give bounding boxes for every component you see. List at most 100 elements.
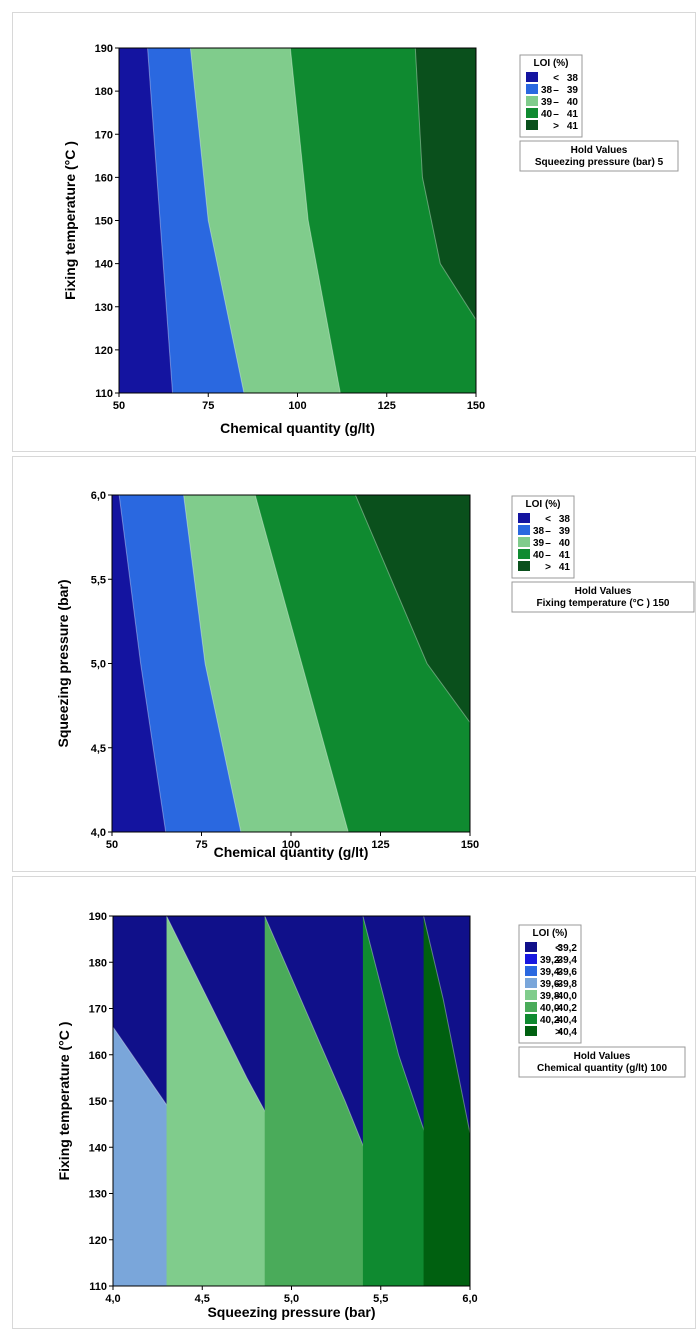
x-tick-label: 4,0	[105, 1293, 120, 1305]
legend-symbol: >	[553, 121, 559, 132]
legend-high: 40	[559, 538, 571, 549]
legend-title: LOI (%)	[526, 499, 561, 510]
x-tick-label: 75	[202, 400, 214, 412]
y-tick-label: 140	[95, 259, 113, 271]
legend: LOI (%)< 3838–3939–4040–41> 41	[520, 55, 582, 137]
legend-high: 40	[567, 97, 579, 108]
x-tick-label: 100	[288, 400, 306, 412]
contour-plot-1: 50 75 100 125 150 110 120 130 140 150 160 170 180 190…	[13, 13, 696, 453]
legend-low: 39	[533, 538, 545, 549]
legend-high: 38	[567, 73, 579, 84]
y-tick-label: 150	[95, 216, 113, 228]
contour-panel-temperature-vs-chemical: 50 75 100 125 150 110 120 130 140 150 160 170 180 190…	[12, 12, 696, 452]
legend-high: 39	[567, 85, 579, 96]
y-tick-label: 190	[95, 43, 113, 55]
x-tick-label: 6,0	[462, 1293, 477, 1305]
legend-high: 40,2	[558, 1003, 578, 1014]
contour-regions	[112, 493, 472, 834]
y-tick-label: 170	[95, 129, 113, 141]
hold-values-text: Squeezing pressure (bar) 5	[535, 157, 664, 168]
legend-high: 41	[567, 121, 579, 132]
legend-low: 38	[533, 526, 545, 537]
x-tick-label: 150	[461, 839, 479, 851]
x-tick-label: 125	[378, 400, 396, 412]
legend-swatch	[518, 549, 530, 559]
legend-symbol: –	[553, 109, 559, 120]
legend-high: 41	[559, 562, 571, 573]
contour-plot-3: 4,0 4,5 5,0 5,5 6,0 110 120 130 140 150 160 170 180 1…	[13, 877, 696, 1330]
y-axis-label: Squeezing pressure (bar)	[55, 579, 71, 747]
contour-regions	[119, 46, 478, 395]
hold-values-text: Chemical quantity (g/lt) 100	[537, 1063, 667, 1074]
legend-swatch	[518, 537, 530, 547]
y-tick-label: 130	[89, 1189, 107, 1201]
contour-panel-pressure-vs-chemical: 50 75 100 125 150 4,0 4,5 5,0 5,5 6,0 Chemical qua…	[12, 456, 696, 872]
x-tick-label: 50	[106, 839, 118, 851]
legend-swatch	[526, 96, 538, 106]
legend-swatch	[526, 120, 538, 130]
hold-values-title: Hold Values	[574, 1051, 631, 1062]
legend-swatch	[525, 1002, 537, 1012]
legend-symbol: >	[545, 562, 551, 573]
legend-swatch	[518, 561, 530, 571]
contour-panel-temperature-vs-pressure: 4,0 4,5 5,0 5,5 6,0 110 120 130 140 150 160 170 180 1…	[12, 876, 696, 1329]
legend-high: 39	[559, 526, 571, 537]
legend-swatch	[525, 990, 537, 1000]
y-tick-label: 110	[89, 1281, 107, 1293]
x-axis-label: Chemical quantity (g/lt)	[214, 844, 369, 860]
legend-high: 39,2	[558, 943, 578, 954]
x-tick-label: 75	[195, 839, 207, 851]
y-tick-label: 4,0	[91, 827, 106, 839]
x-axis-label: Chemical quantity (g/lt)	[220, 420, 375, 436]
y-tick-label: 4,5	[91, 743, 106, 755]
y-tick-label: 150	[89, 1096, 107, 1108]
legend-low: 39	[541, 97, 553, 108]
contour-plot-2: 50 75 100 125 150 4,0 4,5 5,0 5,5 6,0 Chemical qua…	[13, 457, 696, 873]
y-tick-label: 130	[95, 302, 113, 314]
legend-swatch	[526, 72, 538, 82]
legend-symbol: <	[553, 73, 559, 84]
legend-symbol: –	[553, 97, 559, 108]
legend-high: 40,4	[558, 1015, 578, 1026]
legend-swatch	[526, 108, 538, 118]
legend-swatch	[525, 942, 537, 952]
y-tick-label: 5,5	[91, 574, 106, 586]
y-tick-label: 180	[95, 86, 113, 98]
legend-swatch	[525, 1014, 537, 1024]
legend-symbol: <	[545, 514, 551, 525]
legend-high: 39,8	[558, 979, 578, 990]
legend: LOI (%)<39,239,2–39,439,4–39,639,6–39,83…	[519, 925, 581, 1043]
legend-high: 39,4	[558, 955, 578, 966]
legend-high: 38	[559, 514, 571, 525]
legend-high: 41	[559, 550, 571, 561]
hold-values: Hold ValuesChemical quantity (g/lt) 100	[519, 1047, 685, 1077]
x-axis-label: Squeezing pressure (bar)	[207, 1304, 375, 1320]
hold-values-text: Fixing temperature (°C ) 150	[537, 598, 670, 609]
y-tick-label: 120	[95, 345, 113, 357]
legend-symbol: –	[545, 526, 551, 537]
y-tick-label: 5,0	[91, 659, 106, 671]
y-tick-label: 160	[95, 172, 113, 184]
legend-high: 40,4	[558, 1027, 578, 1038]
y-tick-label: 180	[89, 957, 107, 969]
legend-low: 38	[541, 85, 553, 96]
contour-regions	[111, 914, 472, 1288]
legend-low: 40	[541, 109, 553, 120]
legend-low: 40	[533, 550, 545, 561]
y-tick-label: 120	[89, 1235, 107, 1247]
legend-swatch	[525, 966, 537, 976]
legend-swatch	[526, 84, 538, 94]
x-tick-label: 50	[113, 400, 125, 412]
legend-swatch	[525, 954, 537, 964]
legend-high: 40,0	[558, 991, 578, 1002]
y-axis-label: Fixing temperature (°C )	[62, 141, 78, 300]
legend-swatch	[518, 513, 530, 523]
legend-swatch	[525, 1026, 537, 1036]
legend-symbol: –	[553, 85, 559, 96]
x-tick-label: 150	[467, 400, 485, 412]
legend-high: 39,6	[558, 967, 578, 978]
y-tick-label: 170	[89, 1004, 107, 1016]
